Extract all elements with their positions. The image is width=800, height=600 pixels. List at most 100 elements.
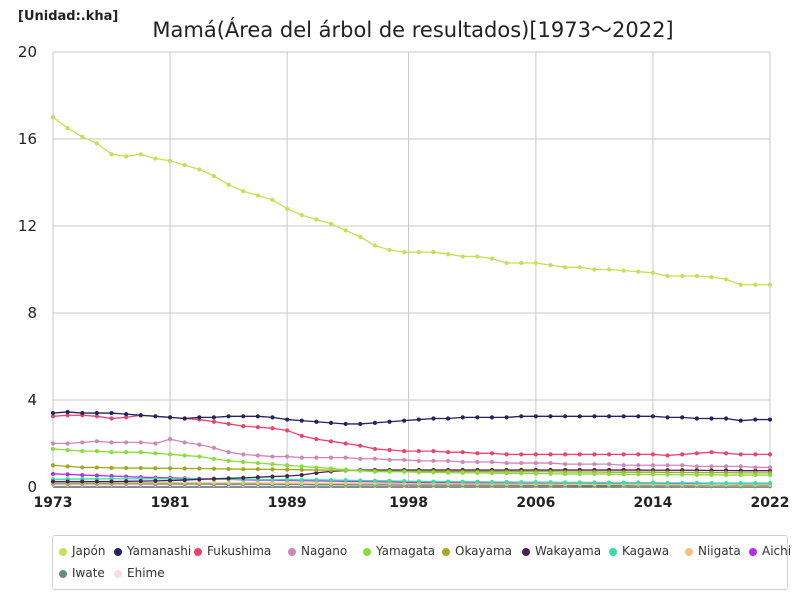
data-point <box>182 416 187 421</box>
data-point <box>767 465 773 470</box>
legend-item[interactable]: Fukushima <box>194 544 271 558</box>
series-japón <box>50 115 773 287</box>
data-point <box>314 465 319 470</box>
legend-label: Yamanashi <box>127 544 192 558</box>
data-point <box>548 471 553 476</box>
series-yamanashi <box>50 409 773 427</box>
data-point <box>94 141 99 146</box>
legend-item[interactable]: Yamanashi <box>114 544 191 558</box>
data-point <box>460 470 465 475</box>
legend-item[interactable]: Ehime <box>114 566 165 580</box>
data-point <box>94 479 99 484</box>
data-point <box>680 472 685 477</box>
data-point <box>65 464 70 469</box>
data-point <box>167 466 173 471</box>
legend-label: Kagawa <box>622 544 670 558</box>
data-point <box>563 471 568 477</box>
data-point <box>167 452 173 457</box>
data-point <box>50 463 56 468</box>
data-point <box>255 425 260 430</box>
legend-item[interactable]: Yamagata <box>363 544 435 558</box>
data-point <box>50 471 56 477</box>
legend-marker <box>114 547 122 556</box>
data-point <box>592 267 597 272</box>
data-point <box>431 449 436 454</box>
legend-label: Yamagata <box>376 544 436 558</box>
data-point <box>489 479 495 485</box>
data-point <box>138 479 143 484</box>
legend-item[interactable]: Iwate <box>59 566 105 580</box>
data-point <box>138 450 143 455</box>
legend-marker <box>442 547 450 556</box>
data-point <box>533 460 538 466</box>
data-point <box>445 479 451 484</box>
data-point <box>445 252 451 257</box>
data-point <box>504 479 509 485</box>
data-point <box>94 473 99 478</box>
data-point <box>753 282 758 287</box>
data-point <box>94 449 99 454</box>
data-point <box>109 410 114 416</box>
data-point <box>65 472 70 477</box>
data-point <box>299 418 304 423</box>
data-point <box>226 421 231 427</box>
chart-title: Mamá(Área del árbol de resultados)[1973～… <box>152 18 674 42</box>
data-point <box>680 463 685 468</box>
data-point <box>767 417 773 422</box>
legend-label: Iwate <box>72 566 105 580</box>
data-point <box>519 460 524 466</box>
data-point <box>343 455 348 460</box>
x-tick-label: 1981 <box>151 495 190 511</box>
data-point <box>694 480 699 485</box>
data-point <box>80 472 85 478</box>
data-point <box>285 467 290 472</box>
data-point <box>226 450 231 455</box>
data-point <box>519 414 524 419</box>
legend-item[interactable]: Okayama <box>442 544 512 558</box>
data-point <box>167 478 173 483</box>
legend-item[interactable]: Nagano <box>288 544 347 558</box>
data-point <box>636 452 641 457</box>
data-point <box>533 414 538 419</box>
data-point <box>299 472 304 478</box>
data-point <box>767 452 773 457</box>
data-point <box>416 479 421 484</box>
data-point <box>724 277 729 282</box>
unit-label: [Unidad:.kha] <box>18 9 119 24</box>
data-point <box>709 275 714 280</box>
y-tick-label: 12 <box>18 217 37 235</box>
data-point <box>650 414 656 419</box>
series-line <box>52 411 770 425</box>
legend-item[interactable]: Wakayama <box>522 544 601 558</box>
data-point <box>109 152 114 157</box>
legend-item[interactable]: Aichi <box>749 544 791 558</box>
data-point <box>504 260 509 266</box>
data-point <box>197 480 202 485</box>
data-point <box>270 480 275 486</box>
data-point <box>167 437 173 442</box>
data-point <box>724 451 729 456</box>
data-point <box>372 446 378 452</box>
legend-item[interactable]: Kagawa <box>609 544 669 558</box>
legend-marker <box>194 547 202 556</box>
data-point <box>65 126 70 131</box>
legend-item[interactable]: Japón <box>59 544 105 558</box>
data-point <box>665 453 670 458</box>
legend-item[interactable]: Niigata <box>685 544 741 558</box>
data-point <box>416 417 421 422</box>
data-point <box>402 449 407 454</box>
legend-marker <box>522 547 530 556</box>
data-point <box>650 463 656 468</box>
data-point <box>606 267 612 272</box>
data-point <box>255 460 260 466</box>
data-point <box>504 460 509 466</box>
data-point <box>138 152 143 157</box>
data-point <box>563 480 568 485</box>
data-point <box>80 440 85 445</box>
data-point <box>358 481 363 486</box>
x-tick-label: 2006 <box>516 495 555 511</box>
data-point <box>548 263 553 268</box>
legend-label: Ehime <box>127 566 165 580</box>
data-point <box>182 466 187 471</box>
